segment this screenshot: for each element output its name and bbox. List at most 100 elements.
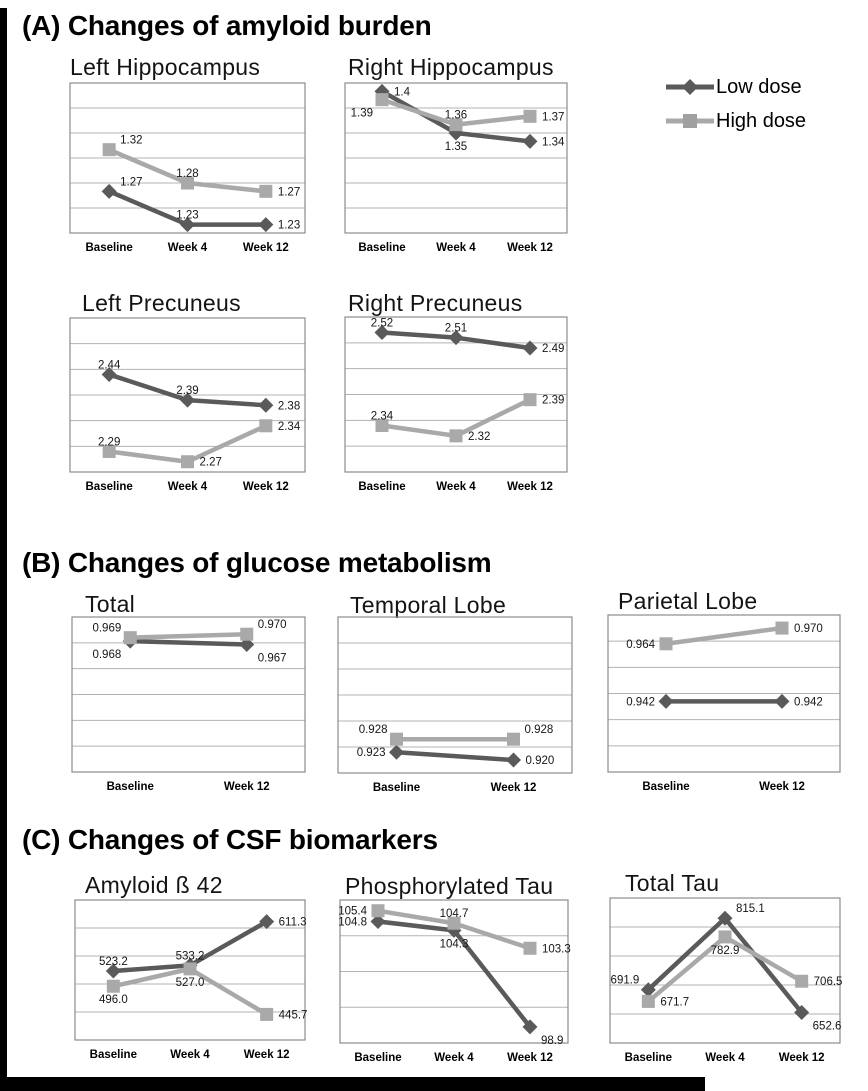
data-label: 0.942	[794, 696, 823, 708]
high-dose-point-marker	[106, 979, 120, 993]
scan-border-left	[0, 8, 7, 1091]
high-dose-point-marker	[181, 176, 194, 190]
plot-area: 691.9 815.1 652.6 671.7 782.9 706.5 Baseline We…	[609, 897, 843, 1064]
plot-border	[337, 616, 573, 774]
low-dose-point-marker	[180, 392, 195, 408]
high-dose-point-marker	[371, 904, 385, 918]
plot-area: 2.52 2.51 2.49 2.34 2.32 2.39 Baseline Week 4 We…	[344, 316, 568, 493]
chart-canvas: 0.942 0.942 0.964 0.970 Baseline Week 12	[607, 614, 841, 793]
data-label: 2.34	[371, 411, 394, 423]
chart-canvas: 2.44 2.39 2.38 2.29 2.27 2.34 Baseline Week 4 We…	[69, 317, 306, 493]
high-dose-point-marker	[123, 631, 137, 645]
x-axis-label: Baseline	[358, 481, 405, 493]
plot-border	[344, 316, 568, 473]
data-label: 706.5	[814, 976, 843, 988]
high-dose-point-marker	[718, 930, 732, 944]
section-b-title: (B) Changes of glucose metabolism	[22, 547, 492, 578]
data-label: 2.38	[278, 400, 300, 412]
data-label: 2.52	[371, 318, 393, 330]
x-axis-label: Week 12	[244, 1049, 290, 1061]
plot-area: 104.8 104.3 98.9 105.4 104.7 103.3 Baseline Wee…	[338, 899, 571, 1064]
x-axis-label: Week 12	[224, 781, 270, 793]
chart-canvas: 1.27 1.23 1.23 1.32 1.28 1.27 Baseline Week 4 We…	[69, 82, 306, 254]
data-label: 815.1	[736, 903, 765, 915]
x-axis-label: Week 4	[436, 242, 476, 254]
high-dose-line	[128, 631, 249, 640]
data-label: 0.928	[359, 724, 388, 736]
data-label: 1.4	[394, 86, 411, 98]
chart-title: Parietal Lobe	[618, 588, 758, 614]
data-label: 2.32	[468, 431, 490, 443]
low-dose-point-marker	[180, 217, 195, 233]
x-axis-label: Week 12	[759, 781, 805, 793]
data-label: 533.2	[176, 950, 205, 962]
high-dose-point-marker	[523, 941, 537, 955]
high-dose-point-marker	[523, 393, 537, 407]
chart-amyloid-beta-42: Amyloid ß 42 523.2 533.2 611.3 496.0 527.0 44…	[74, 872, 307, 1061]
high-dose-point-marker	[795, 974, 809, 988]
chart-phosphorylated-tau: Phosphorylated Tau 104.8 104.3 98.9 105.4 10…	[338, 873, 571, 1064]
chart-total: Total 0.968 0.967 0.969 0.970 Baseline Week 1…	[71, 591, 306, 793]
x-axis-label: Baseline	[358, 242, 405, 254]
high-dose-line	[663, 625, 785, 647]
data-label: 2.29	[98, 436, 120, 448]
x-axis-label: Baseline	[373, 782, 420, 794]
chart-canvas: 2.52 2.51 2.49 2.34 2.32 2.39 Baseline Week 4 We…	[344, 316, 568, 493]
chart-right-precuneus: Right Precuneus 2.52 2.51 2.49 2.34 2.32 2.39…	[344, 290, 568, 493]
low-dose-marker-icon	[666, 79, 714, 95]
high-dose-point-marker	[260, 1007, 274, 1021]
low-dose-point-marker	[717, 910, 733, 926]
chart-title: Left Precuneus	[82, 290, 241, 316]
data-label: 611.3	[279, 917, 307, 929]
x-axis-label: Week 12	[507, 242, 553, 254]
data-label: 671.7	[660, 996, 689, 1008]
x-axis-label: Baseline	[354, 1052, 401, 1064]
high-dose-point-marker	[375, 419, 389, 432]
legend-label: High dose	[716, 109, 807, 132]
x-axis-label: Week 12	[507, 481, 553, 493]
x-axis-label: Baseline	[86, 481, 133, 493]
low-dose-point-marker	[374, 83, 390, 99]
plot-border	[69, 82, 306, 234]
low-dose-point-marker	[774, 693, 790, 709]
high-dose-point-marker	[641, 994, 655, 1008]
plot-border	[74, 899, 306, 1041]
plot-area: 523.2 533.2 611.3 496.0 527.0 445.7 Baseline We…	[74, 899, 307, 1061]
data-label: 104.7	[440, 908, 469, 920]
data-label: 1.28	[176, 168, 198, 180]
low-dose-line	[394, 749, 516, 763]
x-axis-label: Baseline	[625, 1052, 672, 1064]
x-axis-label: Week 12	[243, 242, 289, 254]
data-label: 1.32	[120, 135, 142, 147]
chart-parietal-lobe: Parietal Lobe 0.942 0.942 0.964 0.970 Baseli…	[607, 588, 841, 793]
high-dose-point-marker	[449, 429, 463, 443]
low-dose-point-marker	[658, 693, 674, 709]
data-label: 0.923	[357, 747, 386, 759]
low-dose-line	[128, 638, 249, 647]
plot-area: 2.44 2.39 2.38 2.29 2.27 2.34 Baseline Week 4 We…	[69, 317, 306, 493]
x-axis-label: Week 4	[436, 481, 476, 493]
chart-title: Right Hippocampus	[348, 54, 554, 80]
high-dose-point-marker	[375, 93, 389, 107]
chart-canvas: 691.9 815.1 652.6 671.7 782.9 706.5 Baseline We…	[609, 897, 843, 1064]
chart-canvas: 1.4 1.35 1.34 1.39 1.36 1.37 Baseline Week 4 Wee…	[344, 82, 568, 254]
low-dose-point-marker	[370, 913, 386, 929]
data-label: 1.39	[351, 108, 373, 120]
legend: Low dose High dose	[666, 70, 806, 138]
chart-canvas: 104.8 104.3 98.9 105.4 104.7 103.3 Baseline Wee…	[338, 899, 571, 1064]
data-label: 527.0	[176, 977, 205, 989]
data-label: 1.37	[542, 111, 564, 123]
legend-item-low-dose: Low dose	[666, 70, 806, 104]
data-label: 496.0	[99, 994, 128, 1006]
plot-border	[339, 899, 569, 1044]
low-dose-point-marker	[101, 366, 117, 382]
scan-border-bottom	[0, 1077, 705, 1091]
low-dose-point-marker	[101, 183, 117, 199]
data-label: 2.49	[542, 343, 564, 355]
plot-area: 1.27 1.23 1.23 1.32 1.28 1.27 Baseline Week 4 We…	[69, 82, 306, 254]
section-a-title: (A) Changes of amyloid burden	[22, 10, 432, 41]
chart-left-precuneus: Left Precuneus 2.44 2.39 2.38 2.29 2.27 2.34 B…	[69, 290, 306, 493]
data-label: 0.967	[258, 653, 287, 665]
plot-area: 1.4 1.35 1.34 1.39 1.36 1.37 Baseline Week 4 Wee…	[344, 82, 568, 254]
low-dose-point-marker	[522, 1019, 538, 1035]
